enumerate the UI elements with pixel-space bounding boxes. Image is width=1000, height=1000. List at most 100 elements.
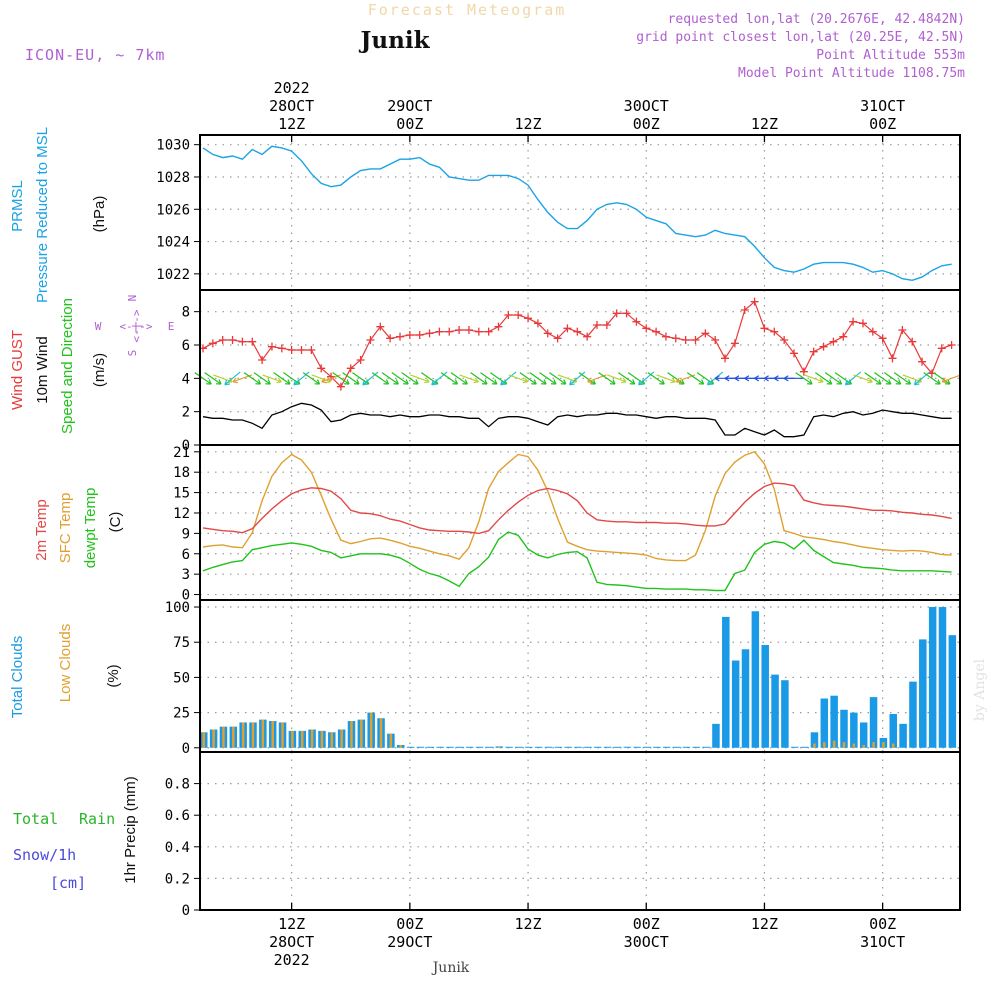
wind-arrow <box>371 372 389 385</box>
low-cloud-bar <box>852 743 856 748</box>
ytick-label: 0 <box>182 438 190 454</box>
wind-arrow-head <box>621 377 627 384</box>
wind-arrow-head <box>895 379 902 385</box>
wind-arrow <box>391 372 409 385</box>
ytick-label: 0 <box>182 588 190 604</box>
bottom-time-label: 29OCT <box>387 933 432 951</box>
total-cloud-bar <box>456 746 464 748</box>
wind-arrow-head <box>783 375 789 382</box>
bottom-time-label: 12Z <box>751 915 778 933</box>
gust-point <box>336 382 345 391</box>
gust-point <box>642 324 651 333</box>
total-cloud-bar <box>761 645 769 748</box>
low-cloud-bar <box>271 721 274 748</box>
wind-arrow <box>410 374 430 383</box>
low-cloud-bar <box>379 718 383 748</box>
wind-arrow <box>874 372 892 385</box>
wind-arrow-head <box>500 379 506 386</box>
wind-arrow <box>864 372 882 385</box>
total-cloud-bar <box>574 746 582 748</box>
wind-arrow-head <box>590 379 596 385</box>
wind-dir-label: Speed and Direction <box>59 298 76 434</box>
wind-arrow-head <box>344 379 350 385</box>
wind-arrow <box>253 372 271 385</box>
ytick-label: 0 <box>182 741 190 757</box>
gust-point <box>208 339 217 348</box>
gust-point <box>829 337 838 346</box>
top-time-label: 12Z <box>515 115 542 133</box>
total-cloud-bar <box>712 723 720 748</box>
wind-arrow-head <box>905 379 912 385</box>
total-cloud-bar <box>475 746 484 748</box>
total-cloud-bar <box>485 746 494 748</box>
total-cloud-bar <box>623 746 632 748</box>
total-cloud-bar <box>584 746 592 748</box>
low-cloud-bar <box>360 719 363 748</box>
ytick-label: 50 <box>173 670 190 686</box>
total-cloud-bar <box>800 746 809 748</box>
wind-arrow-head <box>698 379 705 385</box>
pressure-unit: (hPa) <box>91 196 108 233</box>
total-cloud-bar <box>731 660 740 748</box>
gust-point <box>553 334 562 343</box>
wind-arrow-head <box>826 379 833 385</box>
total-cloud-bar <box>465 746 474 748</box>
low-cloud-bar <box>399 744 402 748</box>
gust-point <box>396 332 404 341</box>
wind-arrow <box>923 372 941 385</box>
wind-arrow-head <box>763 375 769 382</box>
wind-arrow-head <box>885 379 892 385</box>
low-cloud-bar <box>320 730 324 748</box>
ytick-label: 4 <box>182 371 190 387</box>
wind-arrow <box>262 374 282 383</box>
gust-point <box>878 334 887 343</box>
gust-point <box>652 327 661 336</box>
total-cloud-bar <box>889 714 897 748</box>
pressure-label-2: Pressure Reduced to MSL <box>34 127 51 303</box>
gust-point <box>356 356 365 364</box>
total-cloud-bar <box>554 746 563 748</box>
gust-label: Wind GUST <box>9 330 26 410</box>
ytick-label: 75 <box>173 635 190 651</box>
total-cloud-bar <box>810 732 819 748</box>
wind-arrow <box>667 372 685 385</box>
low-cloud-bar <box>498 746 501 748</box>
top-time-label: 00Z <box>869 115 896 133</box>
gust-point <box>435 327 444 336</box>
wind-arrow-head <box>941 377 948 384</box>
wind-arrow <box>686 372 705 385</box>
low-cloud-bar <box>389 733 393 748</box>
wind-arrow-head <box>541 379 547 385</box>
wind-arrow-head <box>675 377 682 384</box>
wind-arrow <box>883 372 902 385</box>
total-cloud-bar <box>594 746 602 748</box>
gust-point <box>671 334 680 343</box>
legend-cm: [cm] <box>50 874 86 892</box>
gust-point <box>947 341 956 349</box>
total-cloud-bar <box>791 746 799 748</box>
gust-point <box>297 346 306 354</box>
total-cloud-bar <box>919 639 927 748</box>
low-cloud-bar <box>291 730 294 748</box>
gust-point <box>790 349 798 358</box>
point-altitude: Point Altitude 553m <box>816 48 965 63</box>
wind-arrow <box>845 371 862 386</box>
gust-point <box>543 329 552 338</box>
wind-arrow-head <box>587 377 593 384</box>
wind-arrow-head <box>314 379 321 385</box>
wind-arrow-head <box>560 379 567 385</box>
total-cloud-bar <box>909 681 917 748</box>
top-time-label: 12Z <box>278 115 305 133</box>
panel-0-frame <box>199 134 961 291</box>
cloud-bars <box>200 607 957 748</box>
pressure-labels: PRMSL Pressure Reduced to MSL (hPa) <box>9 127 108 303</box>
gust-point <box>721 354 730 363</box>
ytick-label: 21 <box>173 445 190 461</box>
total-cloud-bar <box>938 607 947 748</box>
sfc-label: SFC Temp <box>57 493 74 564</box>
wind-arrow-head <box>629 379 636 385</box>
wind-arrow-head <box>836 379 843 385</box>
total-cloud-bar <box>722 616 730 748</box>
